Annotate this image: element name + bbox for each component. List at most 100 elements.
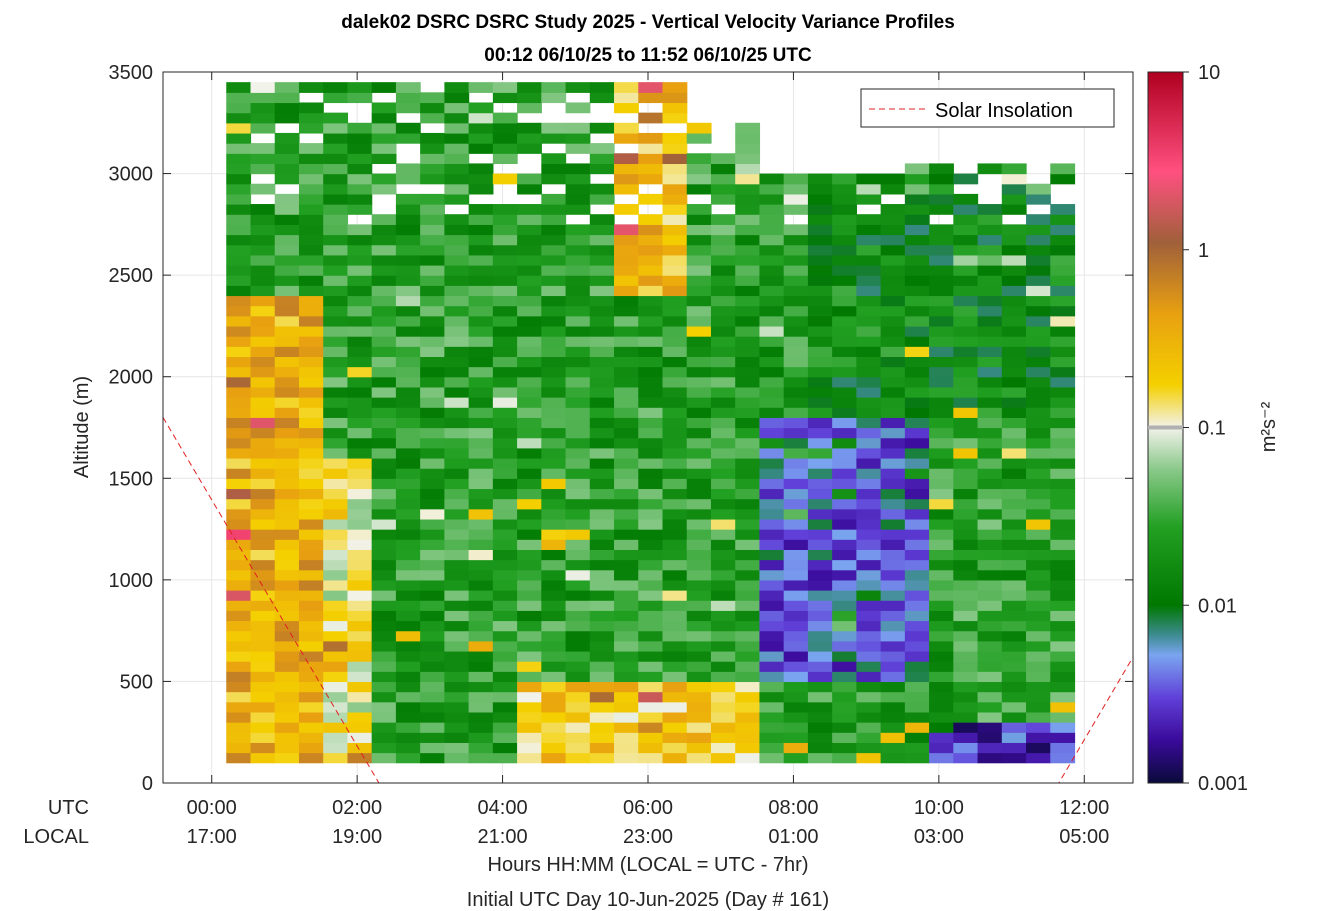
heatmap-cell (977, 224, 1003, 236)
heatmap-cell (832, 254, 857, 266)
heatmap-cell (250, 143, 276, 154)
heatmap-cell (444, 122, 470, 134)
heatmap-cell (565, 163, 591, 175)
heatmap-cell (832, 305, 857, 317)
heatmap-cell (686, 234, 712, 246)
heatmap-cell (565, 478, 591, 490)
heatmap-cell (323, 366, 349, 378)
heatmap-cell (298, 183, 324, 195)
heatmap-cell (274, 143, 300, 154)
heatmap-cell (468, 143, 494, 154)
heatmap-cell (1001, 620, 1027, 632)
heatmap-cell (783, 305, 809, 317)
heatmap-cell (565, 569, 591, 581)
heatmap-cell (323, 336, 349, 347)
heatmap-cell (541, 234, 567, 246)
heatmap-cell (468, 397, 494, 408)
heatmap-cell (929, 529, 954, 540)
heatmap-cell (323, 173, 349, 185)
heatmap-cell (880, 214, 906, 225)
heatmap-cell (638, 427, 664, 439)
heatmap-cell (1001, 590, 1027, 601)
heatmap-cell (541, 498, 567, 510)
heatmap-cell (250, 650, 276, 662)
heatmap-cell (759, 498, 785, 510)
heatmap-cell (274, 204, 300, 215)
heatmap-cell (759, 264, 785, 276)
heatmap-cell (929, 488, 954, 500)
heatmap-cell (444, 478, 470, 490)
heatmap-cell (686, 417, 712, 429)
heatmap-cell (226, 691, 252, 703)
heatmap-cell (710, 183, 736, 195)
heatmap-cell (347, 468, 373, 479)
heatmap-cell (977, 559, 1003, 571)
heatmap-cell (347, 295, 373, 307)
heatmap-cell (759, 630, 785, 642)
heatmap-cell (783, 630, 809, 642)
heatmap-cell (1050, 468, 1076, 479)
heatmap-cell (662, 417, 688, 429)
heatmap-cell (686, 254, 712, 266)
heatmap-cell (904, 407, 930, 418)
heatmap-cell (929, 386, 954, 398)
heatmap-cell (953, 559, 979, 571)
heatmap-cell (420, 569, 445, 581)
heatmap-cell (953, 173, 979, 185)
heatmap-cell (323, 163, 349, 175)
heatmap-cell (929, 600, 954, 611)
heatmap-cell (541, 600, 567, 611)
heatmap-cell (856, 650, 882, 662)
heatmap-cell (468, 620, 494, 632)
heatmap-cell (904, 630, 930, 642)
heatmap-cell (1050, 417, 1076, 429)
heatmap-cell (420, 315, 445, 327)
heatmap-cell (929, 590, 954, 601)
heatmap-cell (323, 640, 349, 652)
heatmap-cell (735, 275, 761, 286)
heatmap-cell (492, 691, 518, 703)
heatmap-cell (347, 193, 373, 205)
heatmap-cell (662, 620, 688, 632)
heatmap-cell (565, 305, 591, 317)
heatmap-cell (1001, 549, 1027, 561)
heatmap-cell (468, 498, 494, 510)
heatmap-cell (1001, 427, 1027, 439)
heatmap-cell (589, 620, 615, 632)
heatmap-cell (250, 234, 276, 246)
heatmap-cell (298, 386, 324, 398)
heatmap-cell (274, 275, 300, 286)
heatmap-cell (468, 478, 494, 490)
heatmap-cell (274, 254, 300, 266)
heatmap-cell (298, 508, 324, 520)
heatmap-cell (492, 214, 518, 225)
chart-title: dalek02 DSRC DSRC Study 2025 - Vertical … (341, 12, 955, 33)
heatmap-cell (517, 478, 542, 490)
heatmap-cell (735, 569, 761, 581)
heatmap-cell (274, 752, 300, 764)
heatmap-cell (298, 752, 324, 764)
heatmap-cell (371, 295, 397, 307)
heatmap-cell (710, 397, 736, 408)
heatmap-cell (807, 346, 833, 357)
heatmap-cell (662, 143, 688, 154)
heatmap-cell (371, 397, 397, 408)
heatmap-cell (541, 529, 567, 540)
heatmap-cell (468, 508, 494, 520)
heatmap-cell (1001, 722, 1027, 733)
heatmap-cell (274, 620, 300, 632)
heatmap-cell (492, 549, 518, 561)
heatmap-cell (1026, 397, 1051, 408)
heatmap-cell (953, 752, 979, 764)
heatmap-cell (323, 701, 349, 713)
heatmap-cell (759, 437, 785, 449)
heatmap-cell (832, 559, 857, 571)
heatmap-cell (250, 204, 276, 215)
heatmap-cell (638, 671, 664, 683)
heatmap-cell (735, 498, 761, 510)
chart-subtitle: 00:12 06/10/25 to 11:52 06/10/25 UTC (484, 45, 812, 66)
heatmap-cell (274, 82, 300, 93)
heatmap-cell (832, 732, 857, 743)
heatmap-cell (904, 427, 930, 439)
heatmap-cell (783, 346, 809, 357)
